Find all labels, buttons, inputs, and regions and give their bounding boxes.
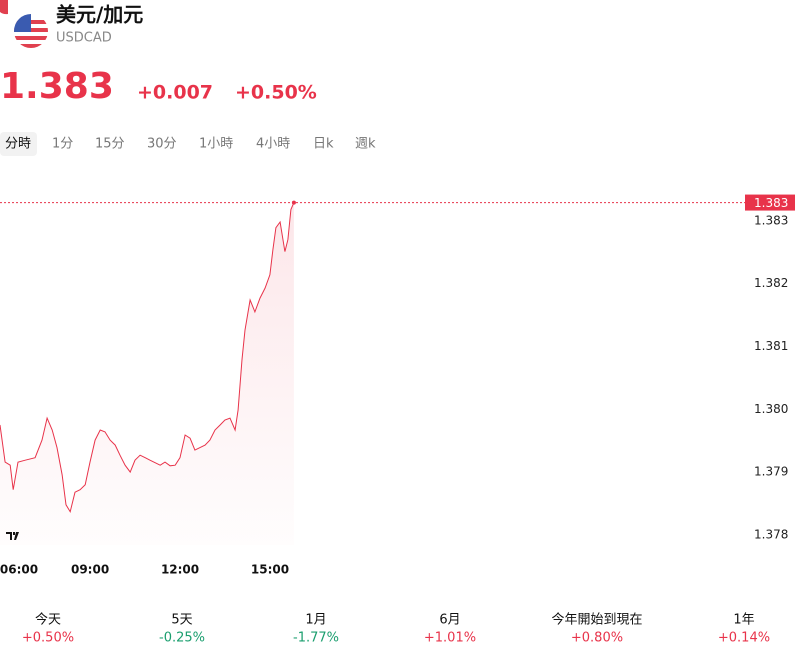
symbol: USDCAD <box>56 31 112 46</box>
period-change: +0.80% <box>571 631 623 646</box>
flag-icon <box>0 0 48 48</box>
y-tick-label: 1.380 <box>754 402 788 416</box>
last-price-label: 1.383 <box>754 196 788 210</box>
y-tick-label: 1.379 <box>754 465 788 479</box>
period-label[interactable]: 今天 <box>35 612 61 628</box>
price: 1.383 <box>0 66 114 107</box>
tab[interactable]: 週k <box>355 137 376 152</box>
area <box>0 202 294 545</box>
y-tick-label: 1.381 <box>754 339 788 353</box>
tab[interactable]: 30分 <box>147 137 177 152</box>
x-tick-label: 15:00 <box>251 563 289 577</box>
period-change: +0.14% <box>718 631 770 646</box>
active-tab-bg <box>0 132 37 156</box>
tab[interactable]: 4小時 <box>256 137 290 152</box>
change-percent: +0.50% <box>235 82 317 104</box>
period-label[interactable]: 1年 <box>733 613 754 628</box>
period-change: +0.50% <box>22 631 74 646</box>
period-change: -1.77% <box>293 631 339 646</box>
tab[interactable]: 1小時 <box>199 137 233 152</box>
x-tick-label: 06:00 <box>0 563 38 577</box>
price-line <box>0 202 295 513</box>
period-change: +1.01% <box>424 631 476 646</box>
y-tick-label: 1.382 <box>754 276 788 290</box>
tab[interactable]: 15分 <box>95 137 125 152</box>
period-label[interactable]: 5天 <box>171 613 192 628</box>
last-price-tag <box>745 194 795 211</box>
change: +0.007 <box>137 82 213 104</box>
y-tick-label: 1.378 <box>754 527 788 541</box>
tab[interactable]: 1分 <box>52 137 73 152</box>
x-tick-label: 12:00 <box>161 563 199 577</box>
x-tick-label: 09:00 <box>71 563 109 577</box>
period-change: -0.25% <box>159 631 205 646</box>
period-label[interactable]: 今年開始到現在 <box>551 612 642 628</box>
title: 美元/加元 <box>56 3 143 27</box>
tab[interactable]: 分時 <box>5 137 31 152</box>
period-label[interactable]: 6月 <box>439 613 460 628</box>
y-tick-label: 1.383 <box>754 213 788 227</box>
tab[interactable]: 日k <box>313 137 334 152</box>
period-label[interactable]: 1月 <box>305 613 326 628</box>
